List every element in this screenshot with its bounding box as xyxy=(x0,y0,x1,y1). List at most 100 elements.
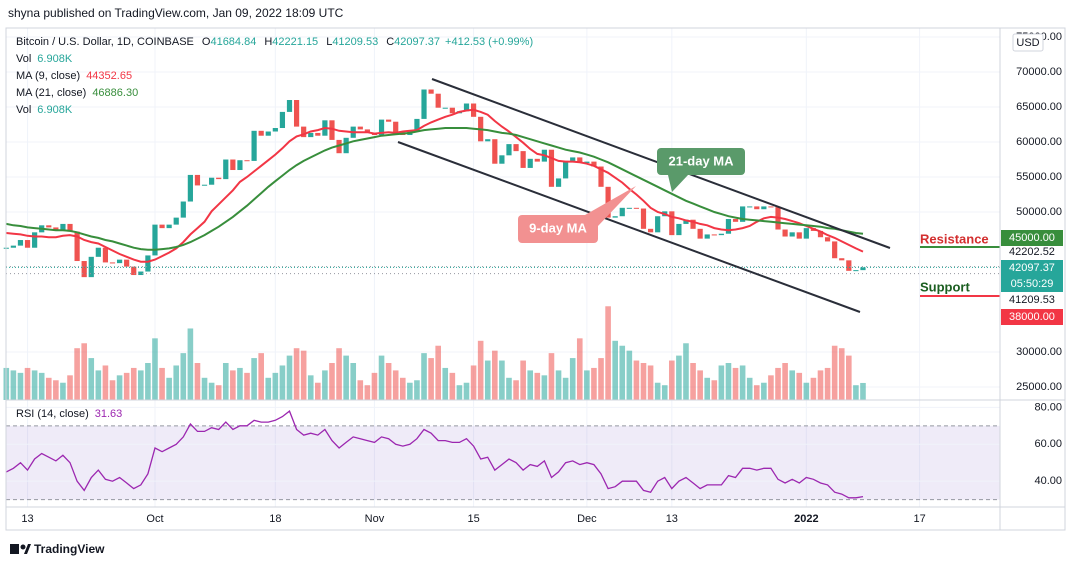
volume-bar xyxy=(732,367,739,400)
volume-bar xyxy=(555,370,562,400)
volume-bar xyxy=(31,370,38,400)
volume-bar xyxy=(407,382,413,400)
volume-bar xyxy=(456,385,463,400)
callout-text: 21-day MA xyxy=(668,153,734,168)
candle xyxy=(32,232,38,248)
candle xyxy=(463,103,470,112)
volume-bar xyxy=(230,370,236,400)
top-layer: 25000.00 30000.00 50000.00 55000.00 60000.00… xyxy=(16,31,1063,525)
candle xyxy=(704,234,710,239)
candle xyxy=(301,126,307,138)
candle xyxy=(414,118,420,132)
candle xyxy=(839,258,845,261)
x-tick-label: 13 xyxy=(21,513,33,525)
volume-bar xyxy=(704,377,711,400)
volume-bar xyxy=(470,365,477,400)
candle xyxy=(725,219,732,234)
candle xyxy=(166,224,172,229)
volume-bar xyxy=(385,363,392,400)
volume-bar xyxy=(88,358,95,400)
volume-bar xyxy=(364,385,371,400)
candle xyxy=(676,223,682,236)
volume-bar xyxy=(421,353,427,400)
volume-bar xyxy=(215,385,222,400)
volume-bar xyxy=(300,350,307,400)
volume-bar xyxy=(123,372,130,400)
volume-bar xyxy=(350,363,357,400)
volume-bar xyxy=(414,380,420,400)
logo: TradingView xyxy=(10,542,105,556)
legend-line: Bitcoin / U.S. Dollar, 1D, COINBASE O4168… xyxy=(16,36,533,48)
callout-pointer xyxy=(585,186,636,226)
candle xyxy=(293,100,300,127)
symbol-title: Bitcoin / U.S. Dollar, 1D, COINBASE xyxy=(16,36,194,48)
price-marker-box xyxy=(1001,260,1063,292)
volume-bar xyxy=(279,365,286,400)
price-countdown: 05:50:29 xyxy=(1011,278,1054,290)
volume-bar xyxy=(584,370,590,400)
callout-box xyxy=(518,215,598,243)
candle xyxy=(442,107,448,109)
candle xyxy=(124,259,130,267)
candle xyxy=(626,207,632,209)
candle xyxy=(315,132,321,136)
candle xyxy=(853,270,859,272)
candle xyxy=(435,93,441,108)
volume-bar xyxy=(761,382,767,400)
candle xyxy=(336,139,342,154)
volume-bar xyxy=(173,365,180,400)
candle xyxy=(95,247,101,257)
volume-bar xyxy=(711,380,718,400)
candle xyxy=(421,89,427,119)
volume-bar xyxy=(860,382,866,400)
x-tick-label: 13 xyxy=(666,513,678,525)
candle xyxy=(555,178,562,187)
volume-bar xyxy=(846,355,852,400)
candle xyxy=(520,151,526,168)
indicator-legend: Vol 6.908K xyxy=(16,104,73,116)
volume-bar xyxy=(725,363,732,400)
volume-bar xyxy=(477,340,484,400)
volume-bar xyxy=(109,380,116,400)
volume-bar xyxy=(817,370,824,400)
volume-bar xyxy=(17,372,24,400)
volume-bar xyxy=(222,363,229,400)
volume-bar xyxy=(81,343,87,400)
indicator-legend: MA (21, close) 46886.30 xyxy=(16,87,138,99)
y-tick-label: 25000.00 xyxy=(1016,381,1062,393)
volume-bar xyxy=(513,380,519,400)
candle xyxy=(187,174,193,202)
volume-bar xyxy=(293,348,300,400)
volume-bar xyxy=(265,377,272,400)
indicator-name: MA (21, close) xyxy=(16,87,86,99)
candle xyxy=(230,159,236,171)
candle xyxy=(223,159,229,180)
ohlc-value: 41684.84 xyxy=(210,36,256,48)
candle xyxy=(832,241,838,259)
volume-bar xyxy=(166,377,172,400)
volume-bar xyxy=(102,365,109,400)
candle xyxy=(74,231,80,262)
candle xyxy=(244,160,250,162)
candle xyxy=(46,225,52,228)
candle xyxy=(201,184,208,186)
candle xyxy=(711,234,717,236)
level-label: Resistance xyxy=(920,231,989,246)
volume-bar xyxy=(315,382,321,400)
candle xyxy=(53,227,59,231)
candle xyxy=(548,149,555,187)
volume-bar xyxy=(591,367,597,400)
level-label: Support xyxy=(920,279,970,294)
volume-bar xyxy=(180,353,187,400)
volume-bar xyxy=(329,363,335,400)
logo-mark-slash xyxy=(24,544,31,554)
volume-bar xyxy=(244,372,250,400)
volume-bar xyxy=(697,370,703,400)
candle xyxy=(67,223,73,232)
candle xyxy=(655,216,661,233)
volume-bar xyxy=(534,372,541,400)
chart-frame xyxy=(5,27,1066,531)
candle xyxy=(817,230,824,238)
candle xyxy=(109,262,116,264)
y-tick-label: 50000.00 xyxy=(1016,206,1062,218)
